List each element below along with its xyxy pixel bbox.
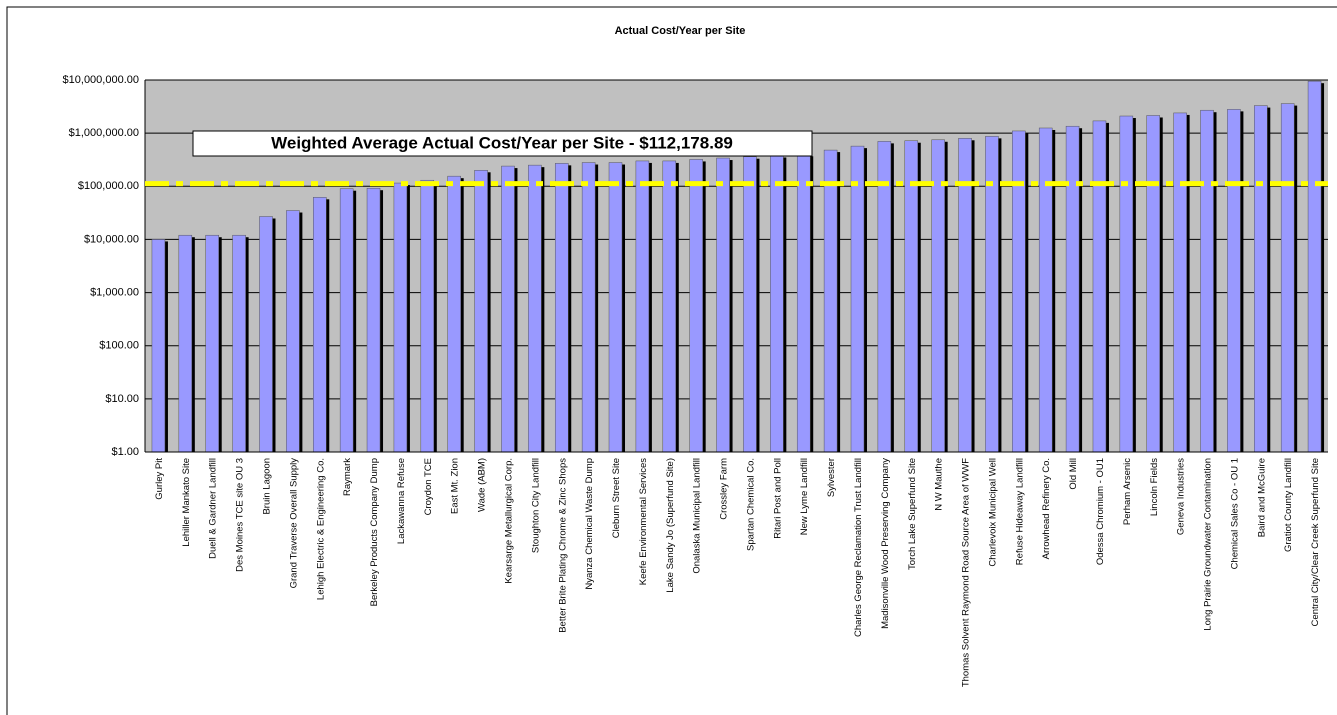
chart-title: Actual Cost/Year per Site [615,25,746,37]
bar [689,159,703,453]
bar [286,210,300,453]
y-tick-label: $100,000.00 [78,180,139,192]
annotation: Weighted Average Actual Cost/Year per Si… [271,133,733,152]
x-tick-label: Raymark [342,458,353,496]
x-tick-label: Madisonville Wood Preserving Company [880,458,891,629]
bar [178,234,193,453]
x-tick-label: Berkeley Products Company Dump [369,458,380,606]
x-tick-label: Crossley Farm [719,458,730,520]
x-tick-label: Nyanza Chemical Waste Dump [584,458,595,590]
x-tick-label: Stoughton City Landfill [530,458,541,553]
bar [1146,115,1160,453]
x-tick-label: Better Brite Plating Chrome & Zinc Shops [557,458,568,633]
x-tick-label: Perham Arsenic [1122,458,1133,525]
x-tick-label: East Mt. Zion [450,458,461,514]
bar [366,187,381,453]
bar [528,164,542,453]
x-tick-label: Lehigh Electric & Engineering Co. [315,458,326,600]
bar [931,139,945,453]
bar [554,163,569,453]
bar [501,165,515,453]
x-tick-label: Lackawanna Refuse [396,458,407,544]
x-tick-label: Charles George Reclamation Trust Landfil… [853,458,864,637]
bar [1307,80,1322,453]
bar [796,154,811,453]
y-tick-label: $1,000.00 [90,286,139,298]
bar [205,234,219,453]
y-tick-label: $10,000.00 [84,233,139,245]
bar [1119,115,1134,453]
x-tick-label: Torch Lake Superfund Site [907,458,918,570]
bar [1173,112,1187,453]
x-tick-label: Grand Traverse Overall Supply [288,458,299,589]
bar [635,160,650,453]
bar [393,182,408,453]
x-tick-label: Onalaska Municipal Landfill [692,458,703,574]
bar [313,197,327,453]
bar [1012,130,1026,453]
y-tick-label: $1,000,000.00 [69,127,139,139]
bar [151,239,166,453]
bar [447,175,461,453]
y-tick-label: $100.00 [99,340,139,352]
x-tick-label: Gurley Pit [154,458,165,500]
x-tick-label: Refuse Hideaway Landfill [1014,458,1025,565]
bar [1280,103,1295,453]
bar [823,149,838,453]
bar [474,170,488,453]
x-tick-label: Chemical Sales Co - OU 1 [1229,458,1240,569]
bar [1200,109,1214,453]
bar [1092,120,1107,453]
x-tick-label: Spartan Chemical Co. [745,458,756,551]
x-tick-label: Arrowhead Refinery Co. [1041,458,1052,559]
x-tick-label: Geneva Industries [1176,458,1187,535]
x-tick-label: Thomas Solvent Raymond Road Source Area … [961,458,972,687]
x-tick-label: Old Mill [1068,458,1079,490]
bar [1038,127,1053,453]
bar [743,156,757,453]
x-tick-label: Croydon TCE [423,458,434,515]
x-tick-label: Kearsarge Metallurgical Corp. [503,458,514,584]
bar [608,162,623,453]
y-tick-label: $10.00 [105,393,139,405]
x-tick-label: New Lyme Landfill [799,458,810,535]
x-tick-label: Sylvester [826,458,837,497]
x-tick-label: Duell & Gardner Landfill [208,458,219,559]
x-tick-label: N W Mauthe [934,458,945,511]
bar [581,162,596,453]
annotation-box [192,130,813,157]
x-tick-label: Lincoln Fields [1149,458,1160,516]
bar [339,188,354,453]
bar [850,145,865,453]
y-tick-label: $1.00 [111,446,139,458]
x-tick-label: Lehiller Mankato Site [181,458,192,547]
x-tick-label: Gratiot County Landfill [1283,458,1294,552]
x-tick-label: Des Moines TCE site OU 3 [235,458,246,572]
bar [770,155,784,453]
bar [1254,105,1268,453]
bar [904,140,919,453]
y-tick-label: $10,000,000.00 [63,74,139,86]
x-tick-label: Lake Sandy Jo (Superfund Site) [665,458,676,593]
x-tick-label: Charlevoix Municipal Well [987,458,998,567]
x-tick-label: Long Prairie Groundwater Contamination [1203,458,1214,631]
x-tick-label: Keefe Environmental Services [638,458,649,586]
bar [716,157,730,453]
x-tick-label: Baird and McGuire [1256,458,1267,537]
x-tick-label: Wade (ABM) [477,458,488,512]
x-tick-label: Central City/Clear Creek Superfund Site [1310,458,1321,626]
bar [877,141,892,453]
x-tick-label: Cleburn Street Site [611,458,622,538]
bar [420,179,435,453]
bar [662,160,677,453]
bar [232,234,246,453]
bar [1065,125,1080,453]
bar [259,216,273,453]
x-tick-label: Bruin Lagoon [262,458,273,515]
bar [1227,109,1241,453]
x-tick-label: Odessa Chromium - OU1 [1095,458,1106,565]
x-tick-label: Ritari Post and Poll [772,458,783,539]
